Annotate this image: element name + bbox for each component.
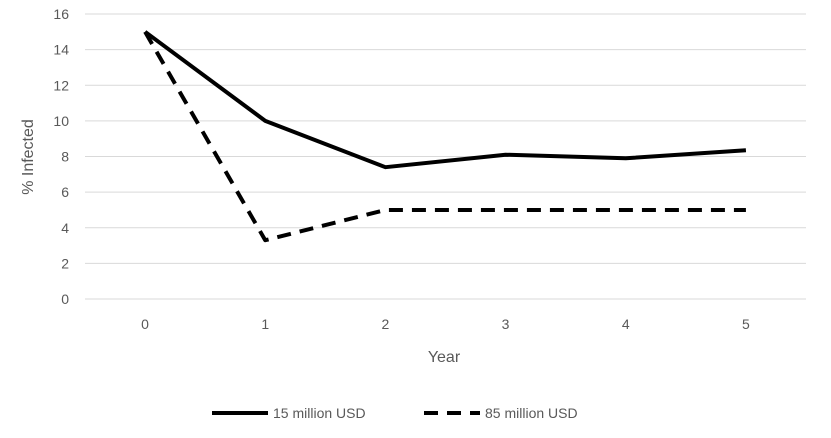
x-tick-label: 3	[502, 316, 510, 332]
y-tick-label: 4	[61, 220, 69, 236]
legend-label-1: 15 million USD	[273, 405, 366, 421]
legend-label-2: 85 million USD	[485, 405, 578, 421]
y-tick-label: 6	[61, 184, 69, 200]
series-lines	[143, 30, 747, 243]
x-tick-label: 0	[141, 316, 149, 332]
x-axis-label: Year	[428, 349, 461, 366]
y-axis-label: % Infected	[20, 119, 37, 195]
x-axis-ticks: 0 1 2 3 4 5	[141, 316, 750, 332]
y-tick-label: 10	[53, 113, 69, 129]
series-line-2	[143, 30, 746, 243]
x-tick-label: 1	[261, 316, 269, 332]
x-tick-label: 5	[742, 316, 750, 332]
gridlines	[85, 13, 806, 300]
x-tick-label: 4	[622, 316, 630, 332]
x-tick-label: 2	[382, 316, 390, 332]
series-line-1	[143, 30, 747, 170]
y-tick-label: 8	[61, 149, 69, 165]
y-tick-label: 16	[53, 6, 69, 22]
y-tick-label: 12	[53, 77, 69, 93]
y-tick-label: 2	[61, 255, 69, 271]
y-tick-label: 0	[61, 291, 69, 307]
y-axis-ticks: 0 2 4 6 8 10 12 14 16	[53, 6, 69, 307]
legend: 15 million USD 85 million USD	[212, 405, 578, 421]
y-tick-label: 14	[53, 42, 69, 58]
